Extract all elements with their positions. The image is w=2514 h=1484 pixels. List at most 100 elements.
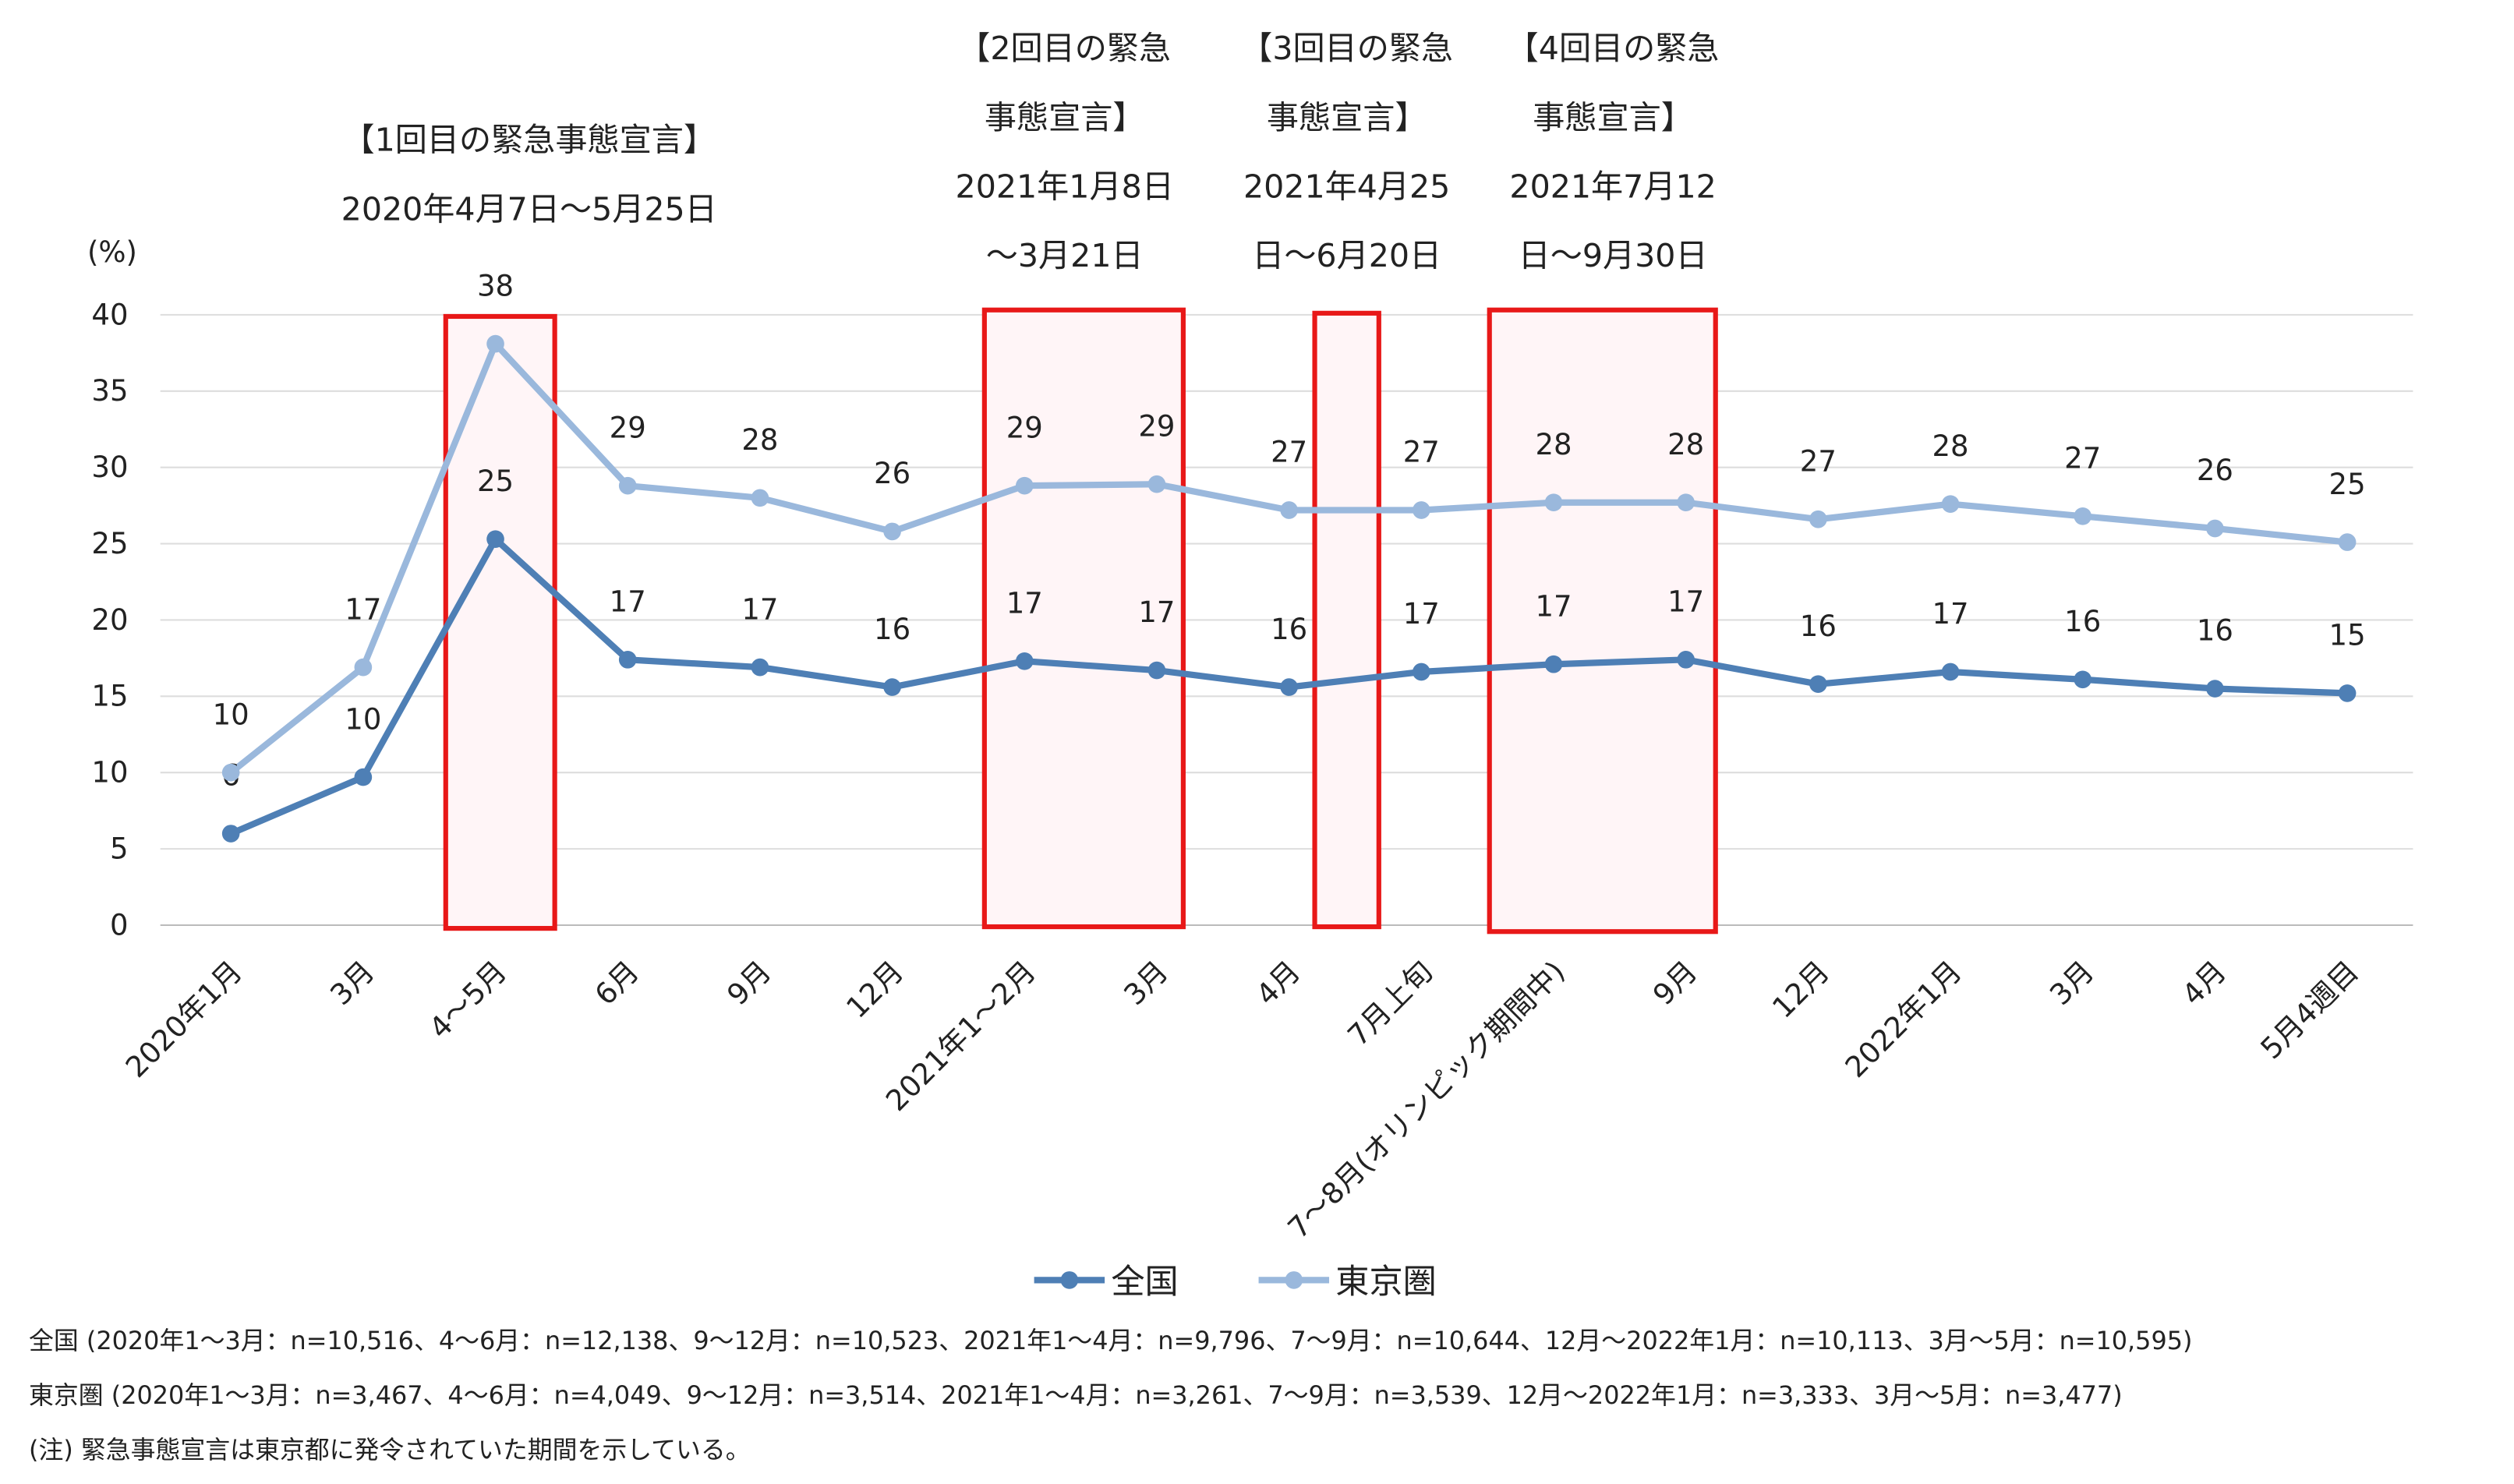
data-point — [1147, 661, 1166, 680]
annotation: 【2回目の緊急 — [958, 30, 1171, 67]
data-point — [2206, 519, 2224, 538]
y-tick-label: 35 — [91, 374, 128, 408]
annotation: 日～6月20日 — [1252, 237, 1441, 274]
data-point — [1677, 493, 1695, 512]
data-point — [2338, 533, 2357, 551]
x-tick-label: 12月 — [840, 955, 910, 1025]
value-label: 29 — [1006, 411, 1043, 444]
data-point — [1280, 501, 1298, 519]
value-label: 16 — [1800, 610, 1837, 643]
x-tick-label: 4～5月 — [423, 955, 513, 1045]
x-tick-label: 12月 — [1766, 955, 1836, 1025]
x-tick-label: 3月 — [324, 955, 380, 1012]
x-tick-label: 7月上旬 — [1342, 955, 1440, 1053]
value-label: 28 — [1535, 428, 1572, 461]
value-label: 17 — [1535, 589, 1572, 623]
y-axis-label: (%) — [87, 235, 137, 269]
value-label: 27 — [1403, 436, 1440, 469]
annotation: 事態宣言】 — [1267, 99, 1427, 136]
data-point — [1677, 651, 1695, 669]
value-label: 10 — [345, 702, 381, 736]
legend-label: 全国 — [1111, 1263, 1178, 1302]
value-label: 16 — [1271, 613, 1307, 646]
value-label: 15 — [2329, 619, 2366, 652]
note: 全国 (2020年1～3月：n=10,516、4～6月：n=12,138、9～1… — [29, 1326, 2192, 1355]
annotation: 日～9月30日 — [1519, 237, 1708, 274]
value-label: 17 — [1403, 597, 1440, 631]
value-label: 28 — [1932, 429, 1968, 463]
data-point — [1809, 675, 1827, 694]
value-label: 38 — [477, 269, 514, 302]
x-tick-label: 9月 — [1646, 955, 1703, 1012]
period-box — [981, 307, 1186, 930]
value-label: 27 — [2064, 441, 2101, 475]
legend-marker — [1285, 1271, 1303, 1289]
data-point — [1015, 652, 1034, 670]
data-point — [618, 476, 637, 495]
data-point — [2338, 684, 2357, 702]
annotation: 【3回目の緊急 — [1240, 30, 1453, 67]
value-label: 27 — [1271, 436, 1307, 469]
data-point — [354, 658, 373, 677]
note: (注) 緊急事態宣言は東京都に発令されていた期間を示している。 — [29, 1435, 751, 1465]
annotation: 事態宣言】 — [1533, 99, 1693, 136]
value-label: 17 — [1667, 585, 1704, 618]
data-point — [1544, 493, 1563, 512]
value-label: 17 — [1932, 597, 1968, 631]
data-point — [618, 651, 637, 669]
x-tick-label: 6月 — [589, 955, 645, 1012]
x-tick-label: 2020年1月 — [119, 955, 249, 1084]
annotation: 2020年4月7日～5月25日 — [341, 190, 717, 228]
annotation: 事態宣言】 — [985, 99, 1145, 136]
value-label: 10 — [213, 698, 249, 731]
y-tick-label: 40 — [91, 298, 128, 331]
note: 東京圏 (2020年1～3月：n=3,467、4～6月：n=4,049、9～12… — [29, 1380, 2123, 1410]
data-point — [2074, 670, 2092, 689]
data-point — [883, 522, 901, 541]
data-point — [1544, 655, 1563, 673]
data-point — [1280, 678, 1298, 696]
highlight-boxes — [443, 307, 1718, 935]
data-point — [1809, 510, 1827, 528]
annotation: 【4回目の緊急 — [1507, 30, 1720, 67]
x-tick-label: 9月 — [721, 955, 778, 1012]
annotation: ～3月21日 — [986, 237, 1144, 274]
value-label: 28 — [1667, 428, 1704, 461]
data-point — [354, 768, 373, 786]
data-point — [751, 658, 769, 677]
y-tick-label: 10 — [91, 756, 128, 790]
period-box — [1487, 307, 1718, 935]
y-tick-label: 30 — [91, 450, 128, 484]
y-tick-label: 5 — [110, 832, 129, 865]
data-point — [1941, 662, 1960, 681]
x-tick-label: 2022年1月 — [1839, 955, 1968, 1084]
value-label: 17 — [1006, 586, 1043, 620]
data-point — [1015, 476, 1034, 495]
data-point — [751, 489, 769, 507]
annotation: 2021年4月25 — [1243, 168, 1450, 205]
value-label: 17 — [741, 592, 778, 626]
y-tick-label: 0 — [110, 908, 129, 942]
legend-label: 東京圏 — [1335, 1263, 1437, 1302]
data-point — [1147, 475, 1166, 493]
annotation: 2021年1月8日 — [956, 168, 1174, 205]
x-tick-label: 4月 — [2176, 955, 2233, 1012]
x-tick-label: 5月4週目 — [2254, 955, 2365, 1065]
x-tick-label: 7～8月(オリンピック期間中) — [1282, 955, 1572, 1246]
value-label: 17 — [610, 585, 646, 618]
value-label: 28 — [741, 423, 778, 457]
data-point — [221, 763, 240, 782]
value-label: 27 — [1800, 444, 1837, 478]
value-label: 17 — [345, 592, 381, 626]
period-box — [443, 313, 557, 931]
value-label: 25 — [2329, 468, 2366, 501]
legend-marker — [1060, 1271, 1079, 1289]
data-point — [486, 530, 504, 549]
data-point — [1413, 662, 1430, 681]
period-box — [1312, 310, 1381, 930]
value-label: 26 — [874, 457, 910, 490]
x-tick-label: 3月 — [1118, 955, 1175, 1012]
value-label: 16 — [874, 613, 910, 646]
